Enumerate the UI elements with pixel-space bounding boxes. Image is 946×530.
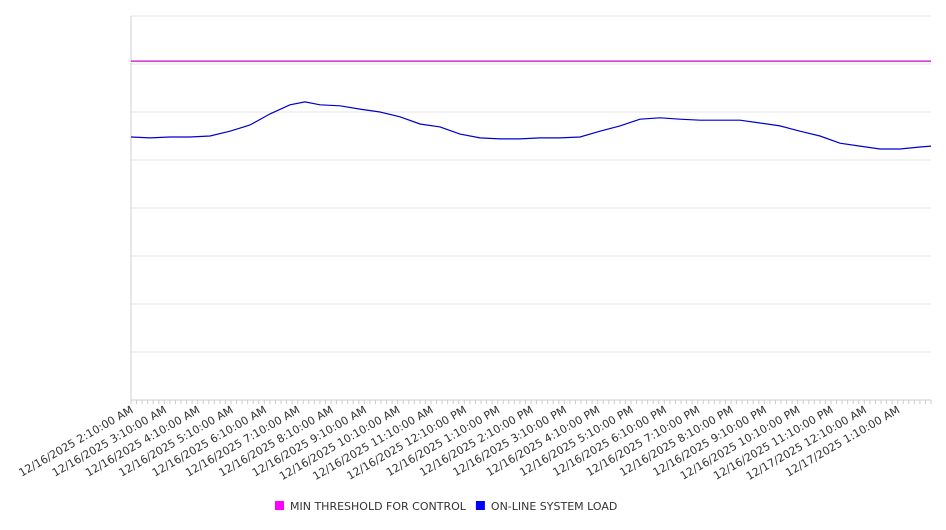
series-lines [130,60,932,150]
legend-label[interactable]: MIN THRESHOLD FOR CONTROL [290,500,467,513]
legend-label[interactable]: ON-LINE SYSTEM LOAD [491,500,617,513]
legend: MIN THRESHOLD FOR CONTROL ON-LINE SYSTEM … [275,500,617,513]
gridlines [131,15,931,353]
legend-swatch [275,501,284,510]
legend-swatch [475,501,485,510]
axes [130,16,932,404]
series-line-system-load [130,101,932,150]
